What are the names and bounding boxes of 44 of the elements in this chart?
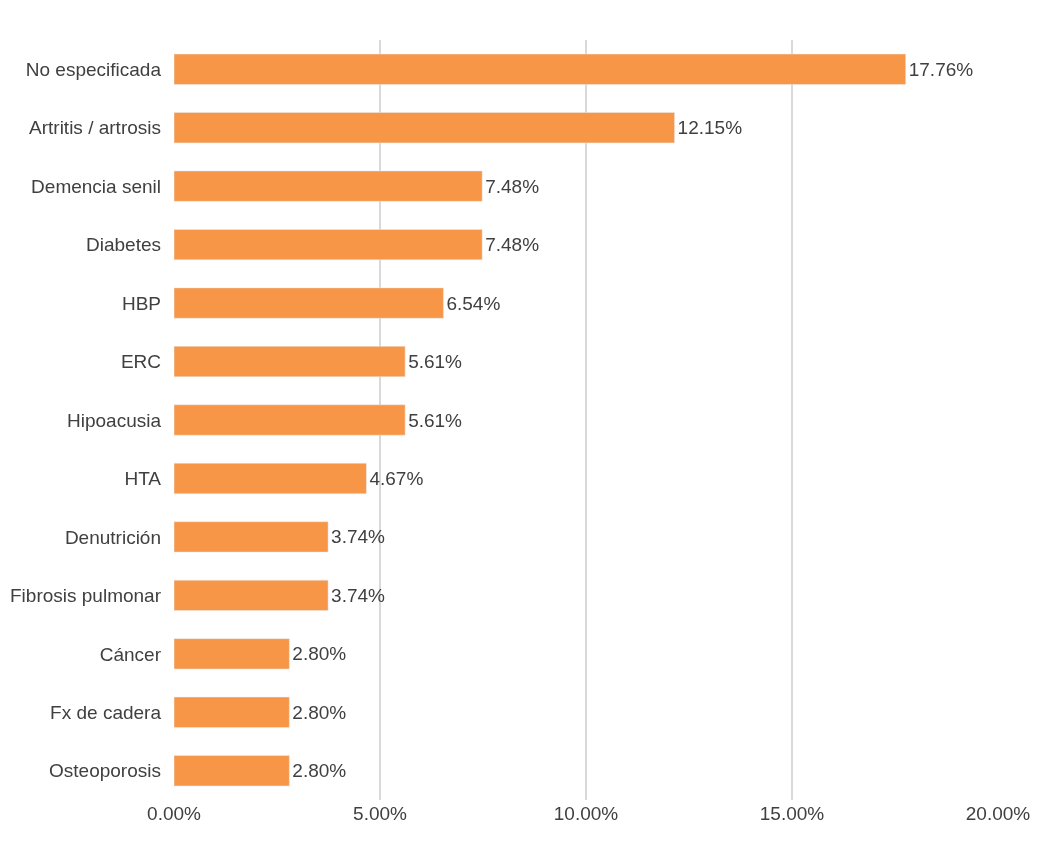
bar xyxy=(174,404,406,436)
data-label: 6.54% xyxy=(446,292,501,314)
x-tick-label: 10.00% xyxy=(553,803,619,824)
y-tick-label: ERC xyxy=(120,351,161,373)
bar xyxy=(174,346,406,377)
data-label: 12.15% xyxy=(677,117,743,139)
data-label: 4.67% xyxy=(369,467,424,489)
data-label: 5.61% xyxy=(408,409,463,431)
y-tick-label: Artritis / artrosis xyxy=(29,117,161,139)
data-label: 5.61% xyxy=(408,351,463,373)
y-tick-label: Osteoporosis xyxy=(49,760,161,782)
y-tick-label: HBP xyxy=(121,292,161,314)
x-tick-label: 5.00% xyxy=(353,803,408,824)
bar xyxy=(174,170,483,202)
bar xyxy=(174,696,290,728)
bar xyxy=(174,755,290,787)
bar xyxy=(174,53,906,85)
data-label: 7.48% xyxy=(485,175,540,197)
data-label: 2.80% xyxy=(292,643,347,665)
y-tick-label: Fx de cadera xyxy=(50,701,162,723)
data-label: 3.74% xyxy=(331,584,386,606)
bar xyxy=(174,229,483,261)
y-tick-label: No especificada xyxy=(25,58,162,80)
data-label: 2.80% xyxy=(292,760,347,782)
y-tick-label: Hipoacusia xyxy=(67,409,162,431)
y-tick-label: Fibrosis pulmonar xyxy=(10,585,162,607)
bar xyxy=(174,112,675,144)
data-label: 17.76% xyxy=(908,58,974,80)
y-tick-label: Diabetes xyxy=(86,234,161,256)
bar xyxy=(174,463,367,494)
x-tick-label: 15.00% xyxy=(759,803,825,824)
data-label: 2.80% xyxy=(292,701,347,723)
data-label: 7.48% xyxy=(485,234,540,256)
bar xyxy=(174,638,290,670)
bar xyxy=(174,579,329,611)
x-tick-label: 20.00% xyxy=(965,803,1031,824)
x-tick-label: 0.00% xyxy=(147,803,202,824)
bar xyxy=(174,521,329,553)
y-tick-label: Denutrición xyxy=(64,526,161,548)
y-tick-label: Demencia senil xyxy=(31,175,161,197)
y-tick-label: HTA xyxy=(124,468,162,490)
bar xyxy=(174,287,444,319)
data-label: 3.74% xyxy=(331,526,386,548)
y-tick-label: Cáncer xyxy=(99,643,162,665)
